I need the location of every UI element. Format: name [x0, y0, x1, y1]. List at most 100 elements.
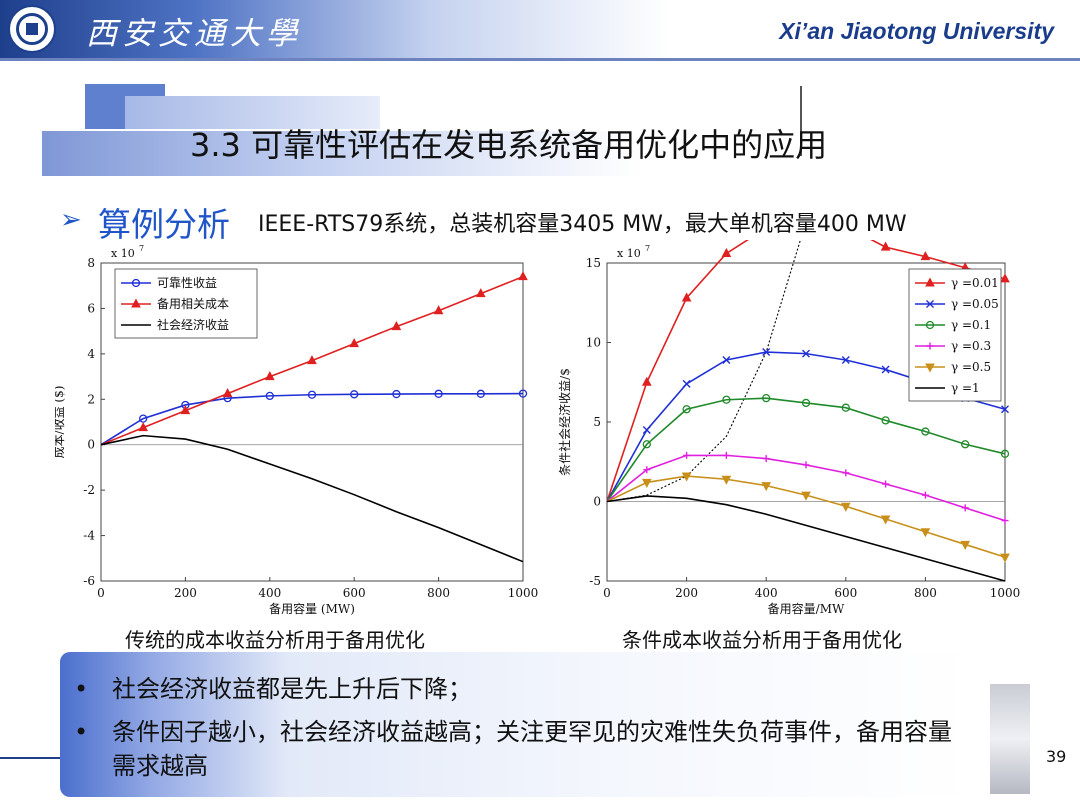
data-point: [921, 427, 930, 436]
data-point: [433, 305, 444, 315]
bullet-text: 条件因子越小，社会经济收益越高；关注更罕见的灾难性失负荷事件，备用容量需求越高: [112, 718, 952, 780]
data-point: [961, 504, 969, 512]
data-point: [681, 292, 692, 302]
data-point: [265, 391, 274, 401]
data-point: [881, 365, 890, 374]
legend-label: γ =0.05: [951, 297, 999, 311]
data-point: [641, 376, 652, 386]
data-point: [960, 540, 971, 550]
x-tick-label: 800: [427, 586, 450, 600]
series-line: [606, 397, 1006, 502]
data-point: [921, 491, 929, 499]
data-point: [139, 414, 148, 423]
data-point: [475, 288, 486, 298]
legend-label: 可靠性收益: [157, 276, 217, 290]
data-point: [762, 348, 771, 357]
header-divider: [0, 58, 1080, 61]
x-tick-label: 1000: [990, 586, 1021, 600]
school-name-en: Xi’an Jiaotong University: [779, 18, 1054, 44]
y-axis-label: 条件社会经济收益/$: [557, 368, 572, 476]
data-point: [880, 241, 891, 251]
data-point: [722, 355, 731, 364]
data-point: [761, 482, 772, 492]
section-title: 算例分析: [98, 205, 230, 244]
data-point: [434, 389, 443, 398]
data-point: [920, 528, 931, 538]
data-point: [138, 422, 149, 432]
x-axis-label: 备用容量/MW: [768, 601, 845, 616]
data-point: [682, 405, 691, 414]
data-point: [802, 461, 810, 469]
data-point: [1000, 553, 1010, 563]
series-line: [100, 434, 524, 563]
data-point: [518, 271, 528, 281]
y-tick-label: 5: [593, 415, 601, 429]
legend-marker: [925, 363, 935, 373]
title-bar: [42, 131, 642, 176]
x-tick-label: 800: [914, 586, 937, 600]
chart-caption-left: 传统的成本收益分析用于备用优化: [125, 628, 425, 652]
legend-label: γ =1: [951, 381, 980, 395]
bullet-dot-icon: •: [74, 675, 89, 703]
y-tick-label: -4: [83, 529, 95, 543]
axis-multiplier-exponent: 7: [645, 244, 650, 253]
legend-label: 社会经济收益: [157, 317, 229, 332]
x-tick-label: 1000: [508, 586, 539, 600]
data-point: [350, 390, 359, 399]
legend-label: γ =0.5: [951, 360, 991, 374]
data-point: [307, 355, 317, 365]
data-point: [1001, 405, 1009, 414]
legend-marker: [925, 277, 935, 287]
chart-traditional-cost-benefit: 0 200 400 600 800 1000 -6 -4 -2 0 2 4 6 8 x 10 7 备用容量 (M…: [55, 244, 539, 616]
series-line: [100, 392, 524, 446]
conclusion-bullet-1: • 社会经济收益都是先上升后下降；: [74, 672, 962, 706]
data-point: [180, 405, 191, 415]
x-tick-label: 0: [97, 586, 105, 600]
data-point: [882, 480, 890, 488]
chart-caption-right: 条件成本收益分析用于备用优化: [622, 628, 902, 652]
data-point: [802, 349, 810, 358]
y-tick-label: 0: [593, 495, 601, 509]
axis-multiplier: x 10: [617, 247, 641, 260]
x-tick-label: 200: [174, 586, 197, 600]
data-point: [842, 469, 850, 477]
data-point: [880, 515, 891, 525]
x-tick-label: 400: [258, 586, 281, 600]
data-point: [391, 321, 402, 331]
data-point: [264, 371, 275, 381]
bullet-dot-icon: •: [74, 718, 89, 746]
bullet-text: 社会经济收益都是先上升后下降；: [112, 675, 472, 703]
legend-marker: [131, 298, 141, 308]
arrow-bullet-icon: ➢: [60, 205, 82, 235]
data-point: [642, 440, 651, 449]
x-tick-label: 0: [603, 586, 611, 600]
school-name-cn: 西安交通大學: [86, 16, 302, 52]
data-point: [476, 389, 485, 398]
y-tick-label: -6: [83, 574, 95, 588]
data-point: [881, 416, 890, 425]
y-tick-label: 6: [87, 301, 95, 315]
data-point: [642, 425, 651, 434]
legend-marker: [926, 342, 934, 350]
data-point: [518, 389, 528, 398]
y-tick-label: 0: [87, 438, 95, 452]
data-point: [307, 390, 317, 399]
y-axis-label: 成本/收益 ($): [55, 386, 66, 459]
slide-header: 西安交通大學 Xi’an Jiaotong University: [0, 0, 1080, 58]
data-point: [801, 398, 811, 408]
legend-marker: [131, 278, 141, 288]
series-line: [606, 495, 1006, 582]
x-tick-label: 600: [834, 586, 857, 600]
page-number: 39: [1046, 747, 1067, 766]
y-tick-label: 2: [87, 392, 95, 406]
data-point: [1000, 273, 1010, 283]
title-decoration-line: [800, 86, 802, 156]
x-tick-label: 200: [675, 586, 698, 600]
data-point: [349, 338, 360, 348]
y-tick-label: -5: [589, 574, 601, 588]
y-tick-label: -2: [83, 483, 95, 497]
data-point: [222, 388, 233, 398]
data-point: [643, 466, 651, 474]
y-tick-label: 8: [87, 256, 95, 270]
